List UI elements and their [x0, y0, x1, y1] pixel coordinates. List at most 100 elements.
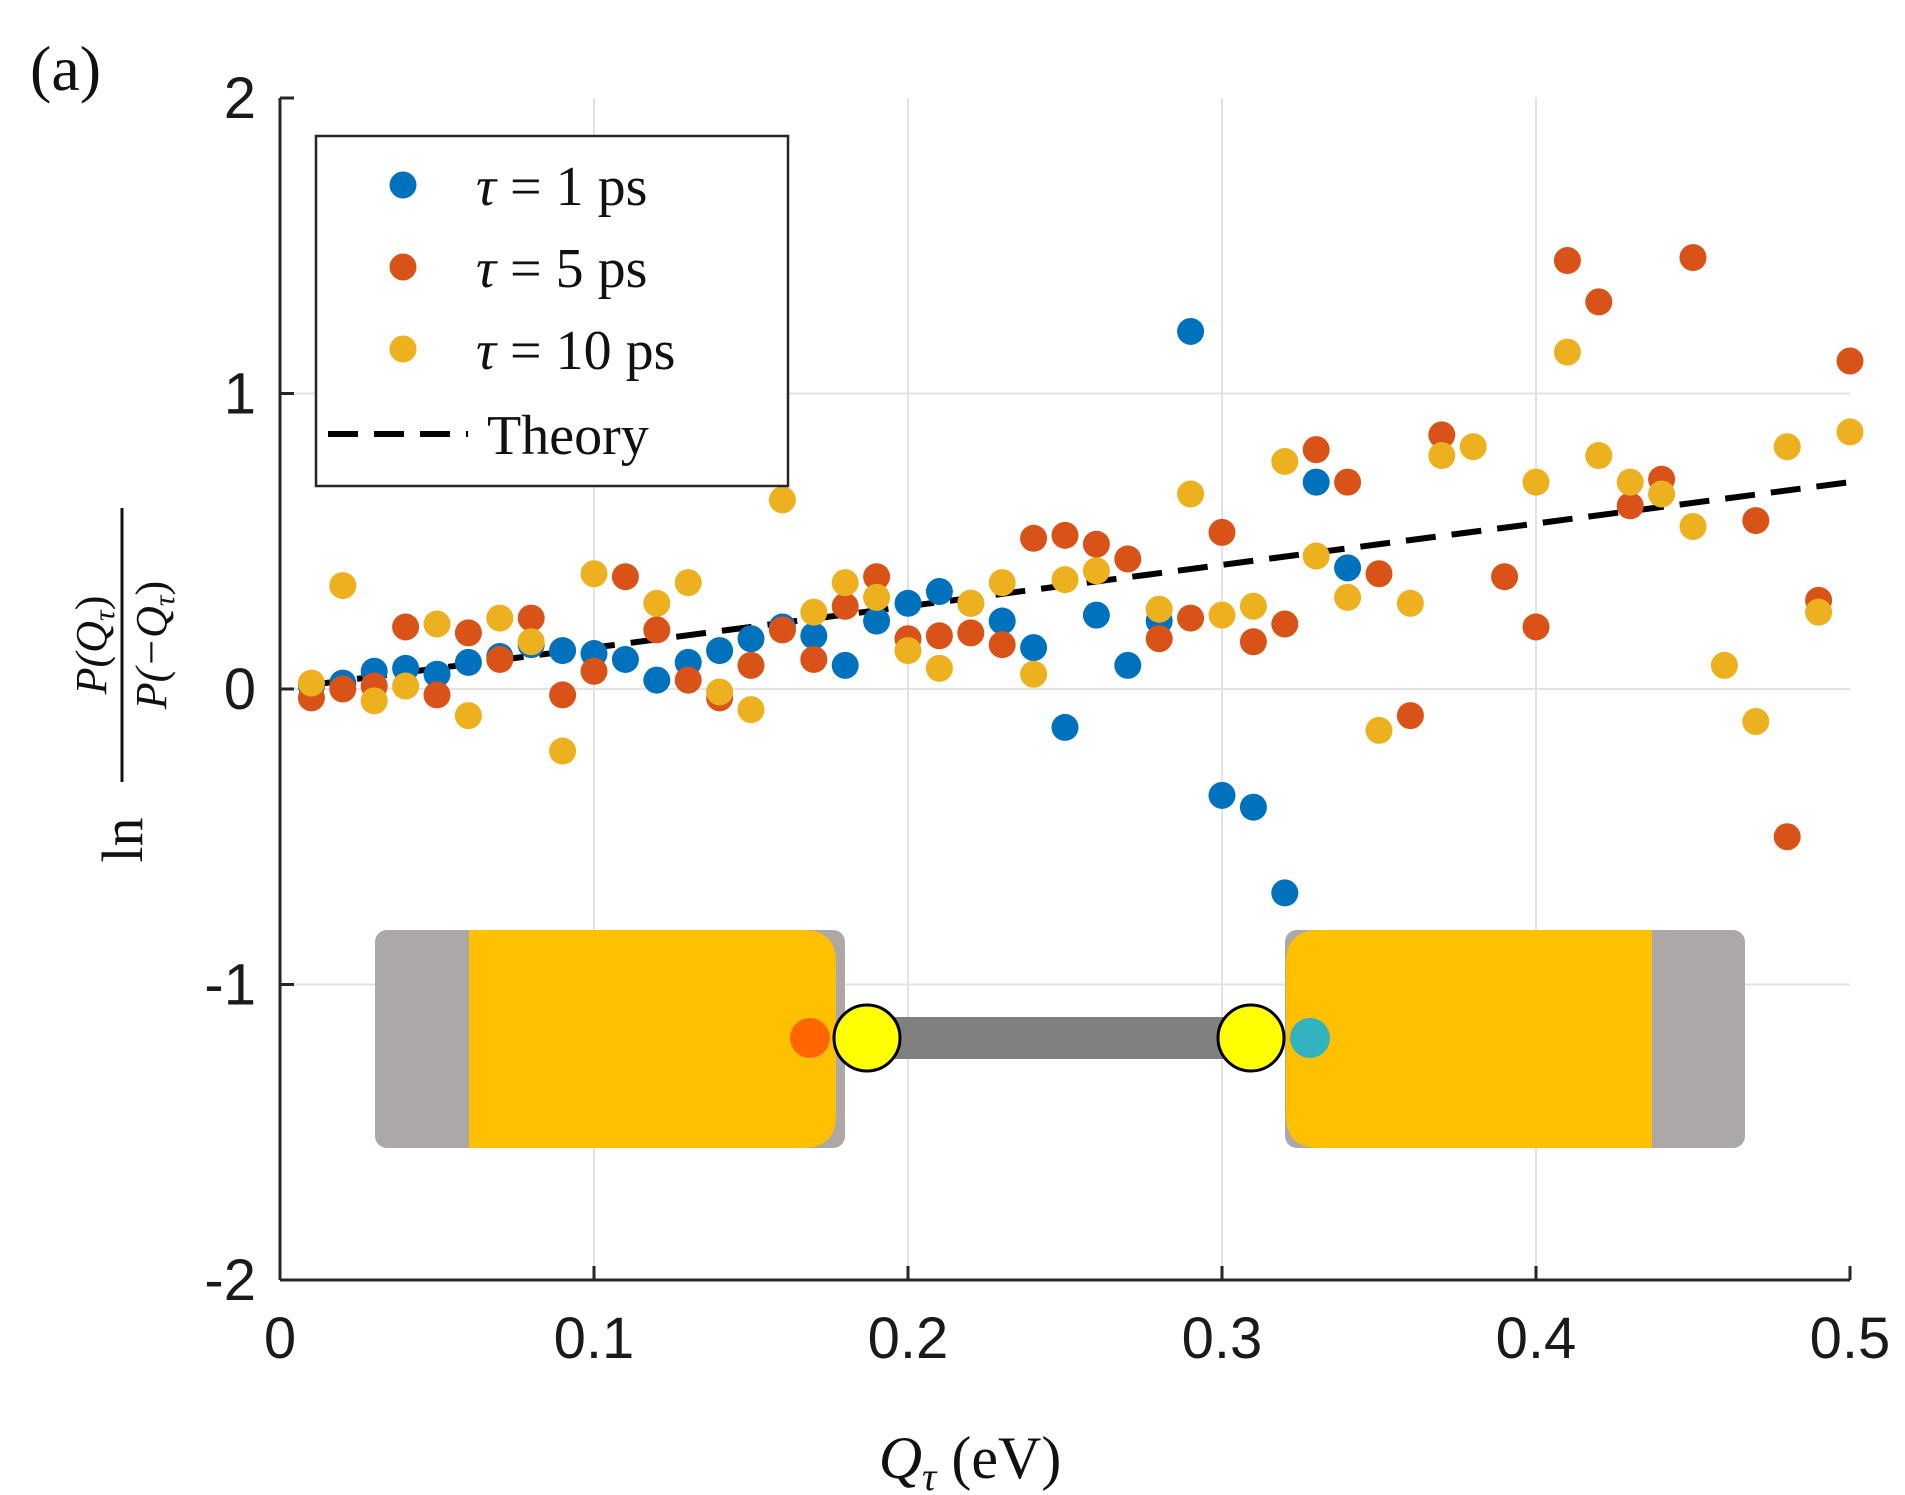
- legend-marker-3: [389, 335, 417, 363]
- point-s1-25: [1082, 601, 1110, 629]
- legend: τ = 1 ps τ = 5 ps τ = 10 ps Theory: [314, 134, 790, 488]
- point-s3-26: [1177, 480, 1205, 508]
- point-s2-20: [925, 622, 953, 650]
- point-s3-0: [297, 669, 325, 697]
- point-s2-27: [1145, 625, 1173, 653]
- point-s3-1: [329, 572, 357, 600]
- point-s3-18: [894, 637, 922, 665]
- point-s2-30: [1239, 628, 1267, 656]
- point-s3-37: [1553, 338, 1581, 366]
- point-s3-45: [1805, 598, 1833, 626]
- point-s2-6: [486, 645, 514, 673]
- point-s1-8: [549, 637, 577, 665]
- point-s1-13: [706, 637, 734, 665]
- point-s3-13: [737, 696, 765, 724]
- legend-label-3: τ = 10 ps: [476, 320, 675, 382]
- point-s2-37: [1491, 563, 1519, 591]
- x-axis-label-symbol: Q: [879, 1425, 922, 1491]
- point-s3-17: [863, 583, 891, 611]
- point-s3-25: [1145, 595, 1173, 623]
- point-s3-10: [643, 589, 671, 617]
- point-s3-8: [549, 737, 577, 765]
- x-tick-label-4: 0.4: [1496, 1306, 1577, 1371]
- point-s2-36: [1428, 421, 1456, 449]
- x-tick-label-0: 0: [264, 1306, 296, 1371]
- x-tick-label-5: 0.5: [1810, 1306, 1891, 1371]
- point-s3-11: [674, 569, 702, 597]
- point-s2-31: [1271, 610, 1299, 638]
- point-s3-42: [1710, 651, 1738, 679]
- right-lead: [1286, 930, 1652, 1148]
- point-s3-46: [1836, 418, 1864, 446]
- point-s2-11: [643, 616, 671, 644]
- point-s2-47: [1836, 347, 1864, 375]
- point-s3-39: [1616, 468, 1644, 496]
- point-s1-33: [1334, 554, 1362, 582]
- point-s2-17: [831, 592, 859, 620]
- scatter-points: [297, 244, 1864, 907]
- point-s2-18: [863, 563, 891, 591]
- point-s2-35: [1396, 702, 1424, 730]
- point-s3-5: [454, 702, 482, 730]
- point-s2-34: [1365, 560, 1393, 588]
- point-s2-39: [1553, 247, 1581, 275]
- point-s3-15: [800, 598, 828, 626]
- point-s3-23: [1051, 566, 1079, 594]
- point-s2-28: [1177, 604, 1205, 632]
- point-s3-38: [1585, 442, 1613, 470]
- point-s2-33: [1334, 468, 1362, 496]
- right-dot-icon: [1290, 1018, 1330, 1058]
- point-s3-20: [957, 589, 985, 617]
- point-s2-44: [1742, 507, 1770, 535]
- point-s3-14: [768, 486, 796, 514]
- right-atom-icon: [1216, 1003, 1286, 1073]
- point-s2-22: [988, 631, 1016, 659]
- junction-inset: [375, 930, 1745, 1148]
- left-dot-icon: [790, 1018, 830, 1058]
- point-s3-31: [1334, 583, 1362, 611]
- point-s1-26: [1114, 651, 1142, 679]
- point-s2-4: [423, 681, 451, 709]
- point-s2-8: [549, 681, 577, 709]
- point-s2-24: [1051, 521, 1079, 549]
- point-s2-25: [1082, 530, 1110, 558]
- panel-label: (a): [30, 33, 101, 104]
- point-s2-23: [1020, 524, 1048, 552]
- left-lead: [469, 930, 836, 1148]
- x-tick-label-1: 0.1: [554, 1306, 635, 1371]
- legend-label-1: τ = 1 ps: [476, 156, 647, 218]
- point-s2-10: [611, 563, 639, 591]
- point-s3-30: [1302, 542, 1330, 570]
- point-s2-26: [1114, 545, 1142, 573]
- point-s3-33: [1396, 589, 1424, 617]
- point-s2-7: [517, 604, 545, 632]
- point-s3-12: [706, 678, 734, 706]
- point-s3-43: [1742, 708, 1770, 736]
- point-s3-19: [925, 654, 953, 682]
- legend-marker-2: [389, 253, 417, 281]
- point-s1-24: [1051, 713, 1079, 741]
- point-s1-16: [800, 622, 828, 650]
- point-s1-14: [737, 625, 765, 653]
- point-s2-9: [580, 657, 608, 685]
- y-axis-label-ln: ln: [90, 817, 155, 862]
- point-s2-3: [392, 613, 420, 641]
- y-tick-label-3: 1: [224, 362, 256, 427]
- point-s3-32: [1365, 716, 1393, 744]
- point-s1-4: [423, 660, 451, 688]
- y-axis-label-numerator: P(Qτ): [67, 596, 121, 696]
- point-s2-41: [1616, 492, 1644, 520]
- point-s1-11: [643, 666, 671, 694]
- x-tick-label-2: 0.2: [868, 1306, 949, 1371]
- point-s1-32: [1302, 468, 1330, 496]
- x-axis-label-subscript: τ: [922, 1454, 938, 1495]
- point-s2-38: [1522, 613, 1550, 641]
- point-s1-23: [1020, 634, 1048, 662]
- point-s2-15: [768, 616, 796, 644]
- series-3: [297, 338, 1864, 765]
- point-s1-19: [894, 589, 922, 617]
- y-axis-label-denominator: P(−Qτ): [127, 581, 181, 710]
- point-s3-27: [1208, 601, 1236, 629]
